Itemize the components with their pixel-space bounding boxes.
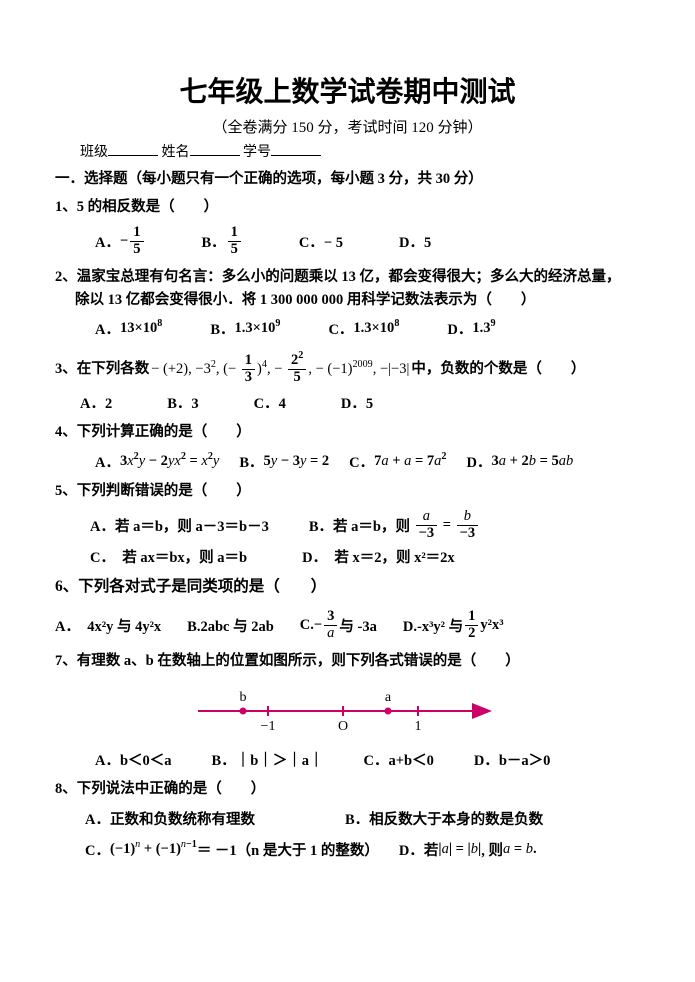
q4-option-c: C．7a + a = 7a2 — [349, 451, 446, 472]
question-7: 7、有理数 a、b 在数轴上的位置如图所示，则下列各式错误的是（ ） — [55, 650, 640, 673]
q1-a-label: A． — [95, 231, 120, 252]
number-line-figure: b a −1 O 1 — [55, 683, 640, 743]
q8-c-mid: ＝ －1（n 是大于 1 的整数） — [197, 839, 379, 860]
q3-suffix: 中，负数的个数是（ ） — [411, 358, 585, 381]
q6-d-suffix: y²x³ — [480, 617, 503, 634]
label-zero: O — [337, 719, 347, 734]
class-blank — [108, 141, 158, 156]
label-b: b — [239, 690, 246, 705]
q7-option-c: C．a+b＜0 — [364, 749, 434, 770]
number-line-svg: b a −1 O 1 — [188, 683, 508, 738]
q5-option-b: B．若 a＝b，则 a−3 = b−3 — [309, 509, 480, 542]
q2-line1: 2、温家宝总理有句名言：多么小的问题乘以 13 亿，都会变得很大；多么大的经济总… — [55, 266, 640, 289]
question-8: 8、下列说法中正确的是（ ） — [55, 778, 640, 801]
exam-page: 七年级上数学试卷期中测试 （全卷满分 150 分，考试时间 120 分钟） 班级… — [0, 0, 695, 910]
name-blank — [190, 141, 240, 156]
q2-option-d: D．1.39 — [447, 318, 495, 339]
q6-c-label: C. — [300, 617, 314, 634]
id-label: 学号 — [243, 145, 271, 160]
q1-option-a: A． − 15 — [95, 225, 146, 258]
q2-option-a: A．13×108 — [95, 318, 162, 339]
question-1-options: A． − 15 B． 15 C．− 5 D．5 — [95, 225, 640, 258]
label-a: a — [384, 690, 391, 705]
class-label: 班级 — [80, 145, 108, 160]
q6-option-b: B.2abc 与 2ab — [187, 615, 274, 636]
q6-c-suffix: 与 -3a — [339, 615, 376, 636]
q3-expression: − (+2), −32, (− 13)4, − 225, − (−1)2009,… — [151, 353, 409, 386]
q5-option-c: C． 若 ax＝bx，则 a＝b — [90, 546, 247, 567]
id-blank — [271, 141, 321, 156]
question-5-options-row2: C． 若 ax＝bx，则 a＝b D． 若 x＝2，则 x²＝2x — [90, 546, 640, 567]
q8-option-a: A．正数和负数统称有理数 — [85, 808, 255, 829]
q3-option-c: C．4 — [254, 392, 286, 413]
question-4: 4、下列计算正确的是（ ） — [55, 421, 640, 444]
page-title: 七年级上数学试卷期中测试 — [55, 70, 640, 110]
q6-d-label: D.-x³y² 与 — [403, 615, 463, 636]
label-one: 1 — [414, 719, 421, 734]
q1-option-d: D．5 — [399, 231, 431, 252]
question-5: 5、下列判断错误的是（ ） — [55, 480, 640, 503]
q6-option-c: C. −3a 与 -3a — [300, 609, 377, 642]
q1-b-num: 1 — [228, 225, 241, 242]
q8-option-d: D．若 |a| = |b| , 则 a = b . — [399, 839, 537, 860]
q7-option-a: A．b＜0＜a — [95, 749, 172, 770]
question-6: 6、下列各对式子是同类项的是（ ） — [55, 575, 640, 600]
q8-option-b: B．相反数大于本身的数是负数 — [345, 808, 543, 829]
q3-option-a: A．2 — [80, 392, 112, 413]
q2-option-c: C．1.3×108 — [328, 318, 399, 339]
q1-a-num: 1 — [130, 225, 143, 242]
question-1: 1、5 的相反数是（ ） — [55, 196, 640, 219]
q8-d-mid: , 则 — [481, 839, 503, 860]
dot-a — [384, 708, 391, 715]
q8-c-pre: C． — [85, 839, 110, 860]
q7-option-d: D．b－a＞0 — [474, 749, 551, 770]
q5-option-a: A．若 a＝b，则 a－3＝b－3 — [90, 515, 269, 536]
q2-option-b: B．1.3×109 — [210, 318, 280, 339]
q5-b-pre: B．若 a＝b，则 — [309, 515, 410, 536]
section-1-heading: 一．选择题（每小题只有一个正确的选项，每小题 3 分，共 30 分） — [55, 167, 640, 188]
name-label: 姓名 — [162, 145, 190, 160]
q3-prefix: 3、在下列各数 — [55, 358, 149, 381]
q8-d-end: . — [533, 841, 537, 858]
q4-option-b: B．5y − 3y = 2 — [239, 451, 329, 472]
question-3-options: A．2 B．3 C．4 D．5 — [80, 392, 640, 413]
question-7-options: A．b＜0＜a B．｜b｜＞｜a｜ C．a+b＜0 D．b－a＞0 — [95, 749, 640, 770]
q5-option-d: D． 若 x＝2，则 x²＝2x — [302, 546, 455, 567]
q7-option-b: B．｜b｜＞｜a｜ — [212, 749, 324, 770]
question-6-options: A． 4x²y 与 4y²x B.2abc 与 2ab C. −3a 与 -3a… — [55, 609, 640, 642]
question-8-options-row2: C． (−1)n + (−1)n−1 ＝ －1（n 是大于 1 的整数） D．若… — [85, 839, 640, 860]
q3-option-b: B．3 — [167, 392, 198, 413]
question-2-options: A．13×108 B．1.3×109 C．1.3×108 D．1.39 — [95, 318, 640, 339]
q8-d-pre: D．若 — [399, 839, 438, 860]
q1-a-den: 5 — [130, 242, 143, 258]
page-subtitle: （全卷满分 150 分，考试时间 120 分钟） — [55, 116, 640, 137]
q1-b-label: B． — [202, 231, 226, 252]
label-neg1: −1 — [260, 719, 275, 734]
question-5-options-row1: A．若 a＝b，则 a－3＝b－3 B．若 a＝b，则 a−3 = b−3 — [90, 509, 640, 542]
student-info-line: 班级 姓名 学号 — [80, 141, 640, 161]
q2-line2: 除以 13 亿都会变得很小．将 1 300 000 000 用科学记数法表示为（… — [75, 289, 640, 312]
q1-option-c: C．− 5 — [299, 231, 343, 252]
q8-option-c: C． (−1)n + (−1)n−1 ＝ －1（n 是大于 1 的整数） — [85, 839, 379, 860]
q4-option-a: A．3x2y − 2yx2 = x2y — [95, 451, 219, 472]
dot-b — [239, 708, 246, 715]
q6-option-d: D.-x³y² 与 12 y²x³ — [403, 609, 504, 642]
q1-b-den: 5 — [228, 242, 241, 258]
question-3: 3、在下列各数 − (+2), −32, (− 13)4, − 225, − (… — [55, 353, 640, 386]
q3-option-d: D．5 — [341, 392, 373, 413]
q4-option-d: D．3a + 2b = 5ab — [466, 451, 573, 472]
q6-option-a: A． 4x²y 与 4y²x — [55, 615, 161, 636]
question-2: 2、温家宝总理有句名言：多么小的问题乘以 13 亿，都会变得很大；多么大的经济总… — [55, 266, 640, 312]
question-4-options: A．3x2y − 2yx2 = x2y B．5y − 3y = 2 C．7a +… — [95, 451, 640, 472]
question-8-options-row1: A．正数和负数统称有理数 B．相反数大于本身的数是负数 — [85, 808, 640, 829]
q1-option-b: B． 15 — [202, 225, 243, 258]
